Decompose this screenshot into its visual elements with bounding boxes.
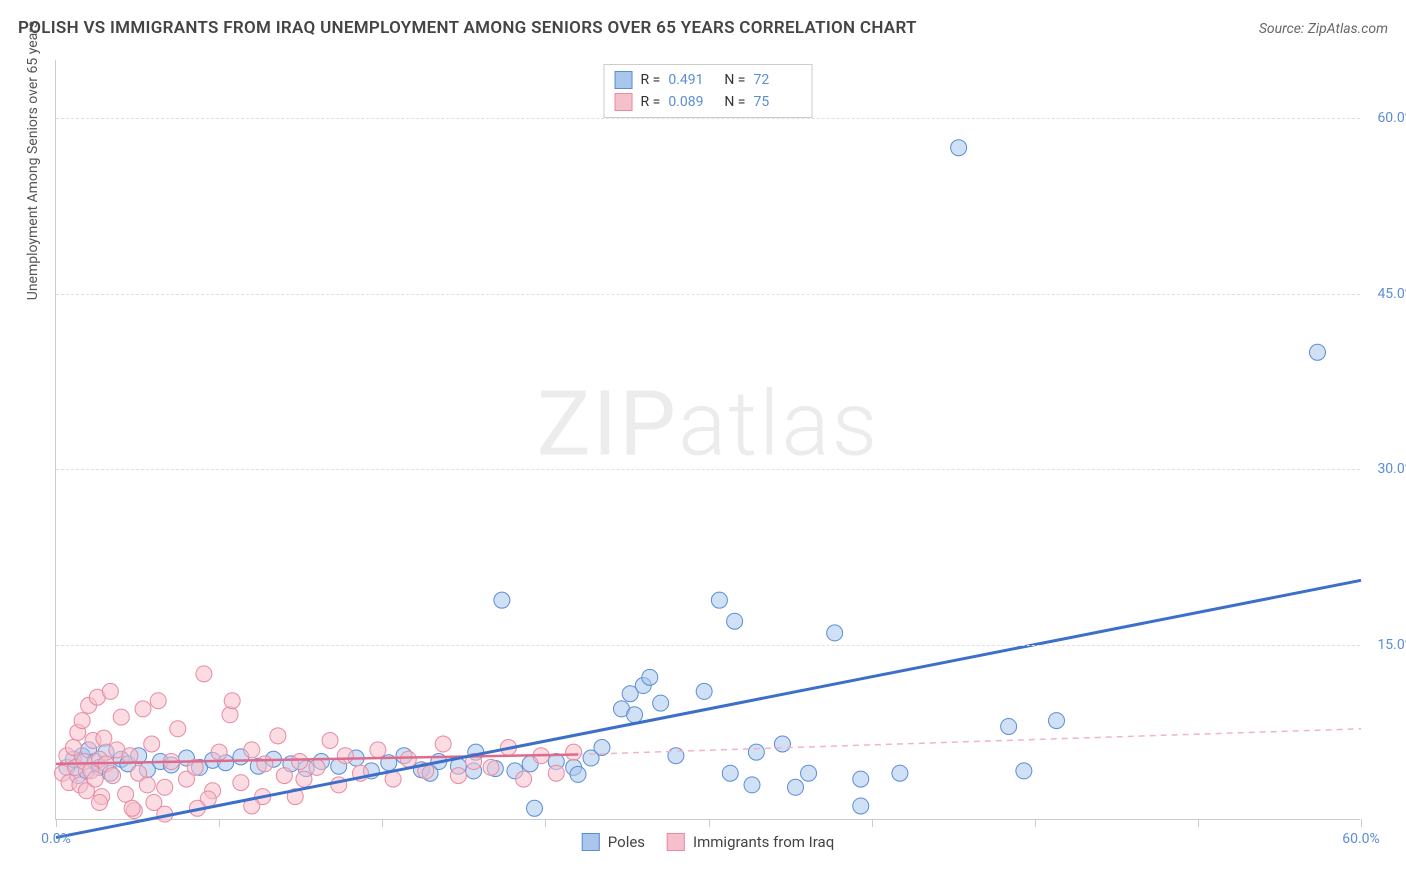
data-point bbox=[696, 683, 712, 699]
data-point bbox=[124, 800, 140, 816]
data-point bbox=[276, 768, 292, 784]
data-point bbox=[92, 794, 108, 810]
data-point bbox=[892, 765, 908, 781]
data-point bbox=[150, 693, 166, 709]
data-point bbox=[801, 765, 817, 781]
x-tick bbox=[1361, 819, 1362, 827]
data-point bbox=[435, 736, 451, 752]
data-point bbox=[233, 775, 249, 791]
grid-line bbox=[56, 118, 1360, 119]
swatch-iraq-icon bbox=[667, 833, 685, 851]
data-point bbox=[322, 732, 338, 748]
data-point bbox=[1310, 344, 1326, 360]
swatch-poles-icon bbox=[582, 833, 600, 851]
y-tick-label: 45.0% bbox=[1365, 286, 1406, 302]
x-tick bbox=[709, 819, 710, 827]
data-point bbox=[527, 800, 543, 816]
data-point bbox=[105, 768, 121, 784]
data-point bbox=[96, 730, 112, 746]
data-point bbox=[748, 744, 764, 760]
data-point bbox=[1001, 718, 1017, 734]
data-point bbox=[87, 771, 103, 787]
plot-area: ZIPatlas R = 0.491 N = 72 R = 0.089 N = … bbox=[55, 60, 1360, 820]
legend-item-iraq: Immigrants from Iraq bbox=[667, 833, 834, 851]
data-point bbox=[548, 765, 564, 781]
grid-line bbox=[56, 469, 1360, 470]
data-point bbox=[157, 779, 173, 795]
data-point bbox=[224, 693, 240, 709]
data-point bbox=[74, 713, 90, 729]
data-point bbox=[951, 140, 967, 156]
data-point bbox=[370, 742, 386, 758]
data-point bbox=[400, 751, 416, 767]
data-point bbox=[135, 701, 151, 717]
x-tick-label: 0.0% bbox=[41, 831, 71, 847]
data-point bbox=[196, 666, 212, 682]
data-point bbox=[516, 771, 532, 787]
y-tick-label: 60.0% bbox=[1365, 110, 1406, 126]
data-point bbox=[337, 748, 353, 764]
data-point bbox=[627, 707, 643, 723]
data-point bbox=[668, 748, 684, 764]
data-point bbox=[1049, 713, 1065, 729]
data-point bbox=[774, 736, 790, 752]
data-point bbox=[722, 765, 738, 781]
data-point bbox=[270, 728, 286, 744]
data-point bbox=[653, 695, 669, 711]
legend-label: Immigrants from Iraq bbox=[693, 833, 834, 851]
source-attribution: Source: ZipAtlas.com bbox=[1259, 21, 1388, 37]
data-point bbox=[1016, 763, 1032, 779]
trend-line bbox=[578, 729, 1361, 755]
x-tick-label: 60.0% bbox=[1342, 831, 1380, 847]
data-point bbox=[292, 754, 308, 770]
x-tick bbox=[382, 819, 383, 827]
data-point bbox=[170, 721, 186, 737]
data-point bbox=[146, 794, 162, 810]
data-point bbox=[450, 768, 466, 784]
data-point bbox=[309, 759, 325, 775]
data-point bbox=[711, 592, 727, 608]
trend-line bbox=[56, 580, 1361, 837]
x-tick bbox=[545, 819, 546, 827]
data-point bbox=[296, 771, 312, 787]
data-point bbox=[244, 742, 260, 758]
scatter-svg bbox=[56, 60, 1360, 819]
data-point bbox=[65, 740, 81, 756]
data-point bbox=[483, 759, 499, 775]
y-axis-title: Unemployment Among Seniors over 65 years bbox=[25, 21, 41, 301]
chart-title: POLISH VS IMMIGRANTS FROM IRAQ UNEMPLOYM… bbox=[18, 18, 917, 38]
data-point bbox=[788, 779, 804, 795]
data-point bbox=[139, 777, 155, 793]
data-point bbox=[853, 771, 869, 787]
x-tick bbox=[1198, 819, 1199, 827]
x-tick bbox=[56, 819, 57, 827]
grid-line bbox=[56, 294, 1360, 295]
data-point bbox=[113, 709, 129, 725]
x-tick bbox=[1035, 819, 1036, 827]
data-point bbox=[211, 744, 227, 760]
series-legend: Poles Immigrants from Iraq bbox=[582, 833, 834, 851]
data-point bbox=[566, 744, 582, 760]
data-point bbox=[102, 683, 118, 699]
data-point bbox=[144, 736, 160, 752]
data-point bbox=[642, 669, 658, 685]
data-point bbox=[744, 777, 760, 793]
data-point bbox=[257, 756, 273, 772]
data-point bbox=[727, 613, 743, 629]
legend-item-poles: Poles bbox=[582, 833, 645, 851]
data-point bbox=[222, 707, 238, 723]
data-point bbox=[853, 798, 869, 814]
x-tick bbox=[872, 819, 873, 827]
grid-line bbox=[56, 645, 1360, 646]
y-tick-label: 15.0% bbox=[1365, 637, 1406, 653]
data-point bbox=[827, 625, 843, 641]
y-tick-label: 30.0% bbox=[1365, 461, 1406, 477]
legend-label: Poles bbox=[608, 833, 645, 851]
data-point bbox=[494, 592, 510, 608]
data-point bbox=[570, 766, 586, 782]
x-tick bbox=[219, 819, 220, 827]
